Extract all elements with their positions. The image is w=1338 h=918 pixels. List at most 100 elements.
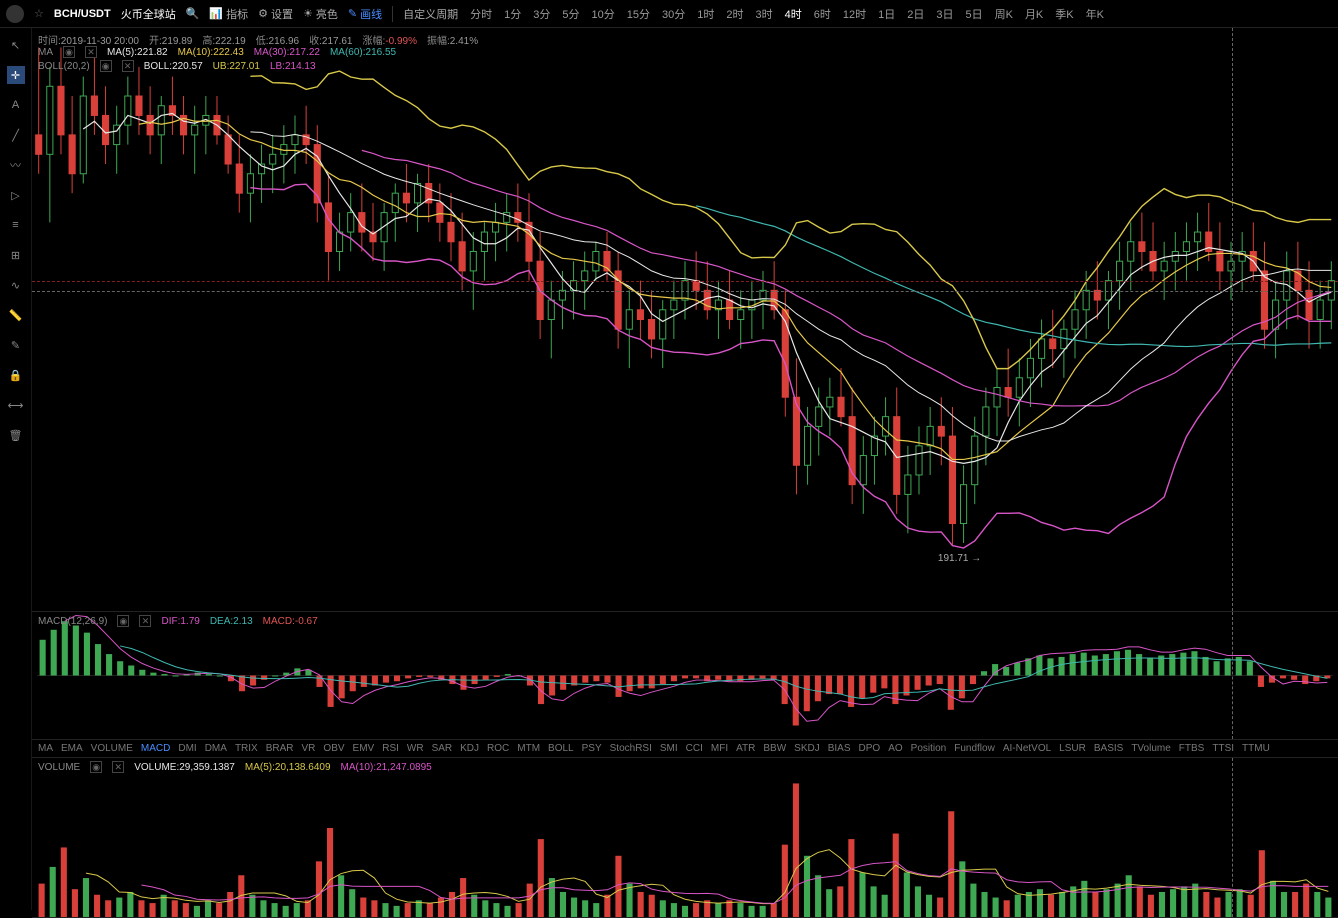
price-chart-svg [32, 28, 1338, 611]
indicator-PSY[interactable]: PSY [582, 743, 602, 754]
favorite-star-icon[interactable]: ☆ [34, 7, 44, 20]
brush-tool-icon[interactable]: 〰 [7, 156, 25, 174]
crosshair-tool-icon[interactable]: ✛ [7, 66, 25, 84]
macd-info: MACD(12,26,9) ◉ ✕ DIF:1.79 DEA:2.13 MACD… [38, 615, 318, 627]
top-toolbar: ☆ BCH/USDT 火币全球站 🔍 📊指标 ⚙设置 ☀亮色 ✎画线 自定义周期… [0, 0, 1338, 28]
price-chart-panel[interactable]: 191.71 → [32, 28, 1338, 612]
indicator-MACD[interactable]: MACD [141, 743, 170, 754]
interval-2日[interactable]: 2日 [905, 6, 926, 22]
text-tool-icon[interactable]: A [7, 96, 25, 114]
indicator-ROC[interactable]: ROC [487, 743, 509, 754]
volume-info: VOLUME ◉ ✕ VOLUME:29,359.1387 MA(5):20,1… [38, 761, 432, 773]
interval-1时[interactable]: 1时 [695, 6, 716, 22]
indicator-FTBS[interactable]: FTBS [1179, 743, 1205, 754]
cursor-tool-icon[interactable]: ↖ [7, 36, 25, 54]
indicator-ATR[interactable]: ATR [736, 743, 755, 754]
interval-12时[interactable]: 12时 [841, 6, 868, 22]
interval-年K[interactable]: 年K [1084, 6, 1106, 22]
interval-1日[interactable]: 1日 [876, 6, 897, 22]
indicator-VOLUME[interactable]: VOLUME [91, 743, 133, 754]
indicator-KDJ[interactable]: KDJ [460, 743, 479, 754]
interval-月K[interactable]: 月K [1023, 6, 1045, 22]
indicator-OBV[interactable]: OBV [323, 743, 344, 754]
indicator-SKDJ[interactable]: SKDJ [794, 743, 820, 754]
crosshair-vertical [1232, 612, 1233, 739]
menu-draw[interactable]: ✎画线 [348, 6, 382, 22]
indicator-LSUR[interactable]: LSUR [1059, 743, 1086, 754]
indicator-MFI[interactable]: MFI [711, 743, 728, 754]
indicator-DMA[interactable]: DMA [205, 743, 227, 754]
triangle-tool-icon[interactable]: ▷ [7, 186, 25, 204]
macd-remove-icon[interactable]: ✕ [139, 615, 151, 627]
indicator-MTM[interactable]: MTM [517, 743, 540, 754]
indicator-TTMU[interactable]: TTMU [1242, 743, 1270, 754]
interval-5日[interactable]: 5日 [963, 6, 984, 22]
exchange-label[interactable]: 火币全球站 [121, 6, 176, 22]
indicator-TRIX[interactable]: TRIX [235, 743, 258, 754]
symbol-label[interactable]: BCH/USDT [54, 8, 111, 20]
interval-3时[interactable]: 3时 [753, 6, 774, 22]
interval-1分[interactable]: 1分 [502, 6, 523, 22]
indicator-CCI[interactable]: CCI [686, 743, 703, 754]
grid-tool-icon[interactable]: ⊞ [7, 246, 25, 264]
indicator-AI-NetVOL[interactable]: AI-NetVOL [1003, 743, 1051, 754]
indicator-TVolume[interactable]: TVolume [1131, 743, 1170, 754]
indicator-AO[interactable]: AO [888, 743, 902, 754]
indicator-Fundflow[interactable]: Fundflow [954, 743, 995, 754]
indicator-DMI[interactable]: DMI [178, 743, 196, 754]
indicator-VR[interactable]: VR [302, 743, 316, 754]
indicator-EMA[interactable]: EMA [61, 743, 83, 754]
interval-周K[interactable]: 周K [993, 6, 1015, 22]
interval-15分[interactable]: 15分 [625, 6, 652, 22]
interval-季K[interactable]: 季K [1053, 6, 1075, 22]
trendline-tool-icon[interactable]: ╱ [7, 126, 25, 144]
interval-2时[interactable]: 2时 [724, 6, 745, 22]
indicator-EMV[interactable]: EMV [353, 743, 375, 754]
interval-6时[interactable]: 6时 [812, 6, 833, 22]
horizontal-line-tool-icon[interactable]: ≡ [7, 216, 25, 234]
indicator-StochRSI[interactable]: StochRSI [610, 743, 652, 754]
macd-chart-svg [32, 612, 1338, 739]
delete-tool-icon[interactable]: 🗑 [7, 426, 25, 444]
indicator-BBW[interactable]: BBW [763, 743, 786, 754]
indicator-Position[interactable]: Position [911, 743, 947, 754]
pencil-tool-icon[interactable]: ✎ [7, 336, 25, 354]
interval-4时[interactable]: 4时 [783, 6, 804, 22]
wave-tool-icon[interactable]: ∿ [7, 276, 25, 294]
menu-theme[interactable]: ☀亮色 [303, 6, 338, 22]
interval-3分[interactable]: 3分 [531, 6, 552, 22]
indicator-TTSI[interactable]: TTSI [1212, 743, 1234, 754]
indicator-SMI[interactable]: SMI [660, 743, 678, 754]
indicator-BOLL[interactable]: BOLL [548, 743, 574, 754]
indicator-MA[interactable]: MA [38, 743, 53, 754]
measure-tool-icon[interactable]: ⟷ [7, 396, 25, 414]
indicator-BRAR[interactable]: BRAR [266, 743, 294, 754]
ruler-tool-icon[interactable]: 📏 [7, 306, 25, 324]
ma-remove-icon[interactable]: ✕ [85, 46, 97, 58]
interval-3日[interactable]: 3日 [934, 6, 955, 22]
search-icon[interactable]: 🔍 [186, 7, 200, 20]
custom-period[interactable]: 自定义周期 [403, 6, 458, 22]
interval-分时[interactable]: 分时 [468, 6, 494, 22]
lock-tool-icon[interactable]: 🔒 [7, 366, 25, 384]
indicator-SAR[interactable]: SAR [432, 743, 453, 754]
volume-visible-toggle-icon[interactable]: ◉ [90, 761, 102, 773]
indicator-BIAS[interactable]: BIAS [828, 743, 851, 754]
boll-remove-icon[interactable]: ✕ [122, 60, 134, 72]
volume-remove-icon[interactable]: ✕ [112, 761, 124, 773]
menu-settings[interactable]: ⚙设置 [258, 6, 293, 22]
boll-visible-toggle-icon[interactable]: ◉ [100, 60, 112, 72]
interval-30分[interactable]: 30分 [660, 6, 687, 22]
indicator-RSI[interactable]: RSI [382, 743, 399, 754]
interval-10分[interactable]: 10分 [589, 6, 616, 22]
macd-chart-panel[interactable]: MACD(12,26,9) ◉ ✕ DIF:1.79 DEA:2.13 MACD… [32, 612, 1338, 740]
interval-5分[interactable]: 5分 [560, 6, 581, 22]
macd-visible-toggle-icon[interactable]: ◉ [117, 615, 129, 627]
boll-info: BOLL(20,2) ◉ ✕ BOLL:220.57 UB:227.01 LB:… [38, 60, 316, 72]
indicator-WR[interactable]: WR [407, 743, 424, 754]
ma-visible-toggle-icon[interactable]: ◉ [63, 46, 75, 58]
volume-chart-panel[interactable]: VOLUME ◉ ✕ VOLUME:29,359.1387 MA(5):20,1… [32, 758, 1338, 918]
menu-indicator[interactable]: 📊指标 [209, 6, 248, 22]
indicator-DPO[interactable]: DPO [859, 743, 881, 754]
indicator-BASIS[interactable]: BASIS [1094, 743, 1123, 754]
